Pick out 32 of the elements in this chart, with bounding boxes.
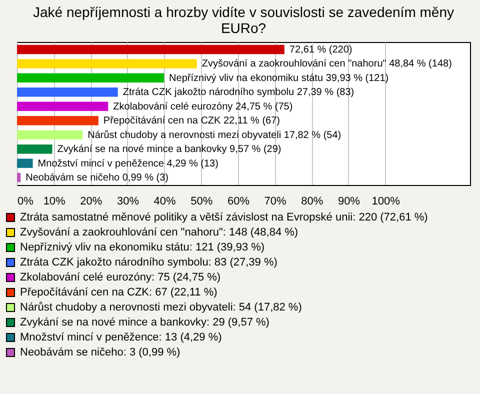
legend-label: Množství mincí v peněžence: 13 (4,29 %) [20, 332, 222, 344]
chart-title: Jaké nepříjemnosti a hrozby vidíte v souvislosti se zavedením měny EURo? [33, 4, 454, 36]
legend-label: Zvykání se na nové mince a bankovky: 29 (9,57 %) [20, 316, 270, 328]
data-label: Zvykání se na nové mince a bankovky 9,57 % (29) [57, 144, 282, 156]
data-label: Zvyšování a zaokrouhlování cen "nahoru" 48,84 % (148) [202, 58, 452, 70]
legend-label: Přepočítávání cen na CZK: 67 (22,11 %) [20, 286, 218, 298]
x-tick-label: 80% [301, 196, 324, 208]
x-tick-label: 10% [43, 196, 66, 208]
data-label: Zkolabování celé eurozóny 24,75 % (75) [113, 101, 293, 112]
x-tick-label: 40% [154, 196, 176, 208]
data-label: Ztráta CZK jakožto národního symbolu 27,39 % (83) [122, 87, 354, 98]
x-tick-label: 60% [227, 196, 250, 208]
data-label: Nepříznivý vliv na ekonomiku státu 39,93 % (121) [169, 72, 389, 84]
data-label: Přepočítávání cen na CZK 22,11 % (67) [103, 116, 280, 127]
x-tick-label: 50% [190, 196, 213, 208]
legend-label: Nárůst chudoby a nerovnosti mezi obyvateli: 54 (17,82 %) [20, 302, 302, 314]
x-tick-label: 100% [372, 196, 400, 208]
legend-label: Ztráta samostatné měnové politiky a větší závislost na Evropské unii: 220 (72,61 %) [20, 212, 428, 224]
x-tick-label: 0% [18, 196, 34, 208]
legend-label: Nepříznivý vliv na ekonomiku státu: 121 (39,93 %) [20, 242, 265, 254]
x-tick-label: 30% [116, 196, 140, 208]
x-tick-label: 20% [80, 196, 102, 208]
data-label: 72,61 % (220) [289, 44, 352, 56]
data-label: Nárůst chudoby a nerovnosti mezi obyvateli 17,82 % (54) [88, 128, 342, 141]
legend-label: Zkolabování celé eurozóny: 75 (24,75 %) [20, 272, 221, 284]
x-tick-label: 70% [264, 196, 287, 208]
x-tick-label: 90% [338, 196, 360, 208]
data-label: Neobávám se ničeho 0,99 % (3) [26, 172, 169, 184]
legend-label: Neobávám se ničeho: 3 (0,99 %) [20, 346, 180, 358]
legend-label: Ztráta CZK jakožto národního symbolu: 83 (27,39 %) [20, 256, 278, 268]
data-label: Množství mincí v peněžence 4,29 % (13) [38, 158, 218, 170]
legend-label: Zvyšování a zaokrouhlování cen "nahoru": 148 (48,84 %) [20, 226, 298, 238]
